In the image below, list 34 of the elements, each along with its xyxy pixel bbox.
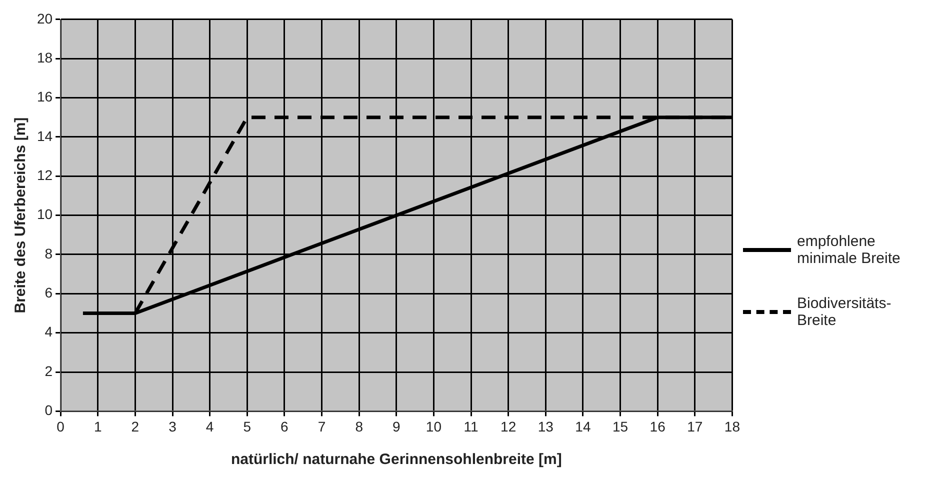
x-tick-label: 18: [724, 418, 740, 434]
x-tick-label: 5: [243, 418, 252, 434]
y-tick-label: 2: [44, 362, 53, 379]
x-tick-label: 13: [538, 418, 554, 434]
x-axis-title: natürlich/ naturnahe Gerinnensohlenbreite [m]: [230, 451, 562, 468]
x-tick-label: 11: [464, 418, 478, 434]
x-tick-label: 16: [650, 418, 666, 434]
x-tick-label: 0: [56, 418, 65, 434]
x-tick-label: 7: [318, 418, 326, 434]
x-tick-label: 6: [280, 418, 289, 434]
y-tick-label: 4: [44, 324, 53, 340]
y-tick-label: 10: [36, 206, 53, 222]
x-tick-label: 12: [500, 418, 516, 434]
x-tick-label: 14: [575, 418, 591, 434]
y-tick-label: 14: [36, 128, 53, 144]
x-tick-label: 9: [392, 418, 400, 434]
y-tick-label: 0: [44, 402, 53, 418]
y-tick-label: 20: [36, 10, 53, 26]
legend-label: Biodiversitäts-Breite: [797, 294, 892, 328]
y-tick-label: 8: [44, 245, 53, 262]
y-tick-label: 18: [36, 49, 53, 66]
legend-label: empfohlene minimale Breite: [797, 232, 902, 266]
x-tick-label: 15: [612, 418, 628, 434]
x-tick-label: 8: [355, 418, 364, 434]
x-tick-label: 3: [168, 418, 177, 434]
y-axis-title: Breite des Uferbereichs [m]: [12, 117, 30, 314]
x-tick-label: 2: [131, 418, 140, 434]
x-tick-label: 17: [687, 418, 703, 434]
x-tick-label: 1: [94, 418, 102, 434]
y-tick-label: 12: [36, 166, 53, 183]
x-tick-label: 10: [426, 418, 442, 434]
y-tick-label: 16: [36, 88, 53, 105]
x-tick-label: 4: [206, 418, 214, 434]
y-tick-label: 6: [44, 284, 53, 301]
